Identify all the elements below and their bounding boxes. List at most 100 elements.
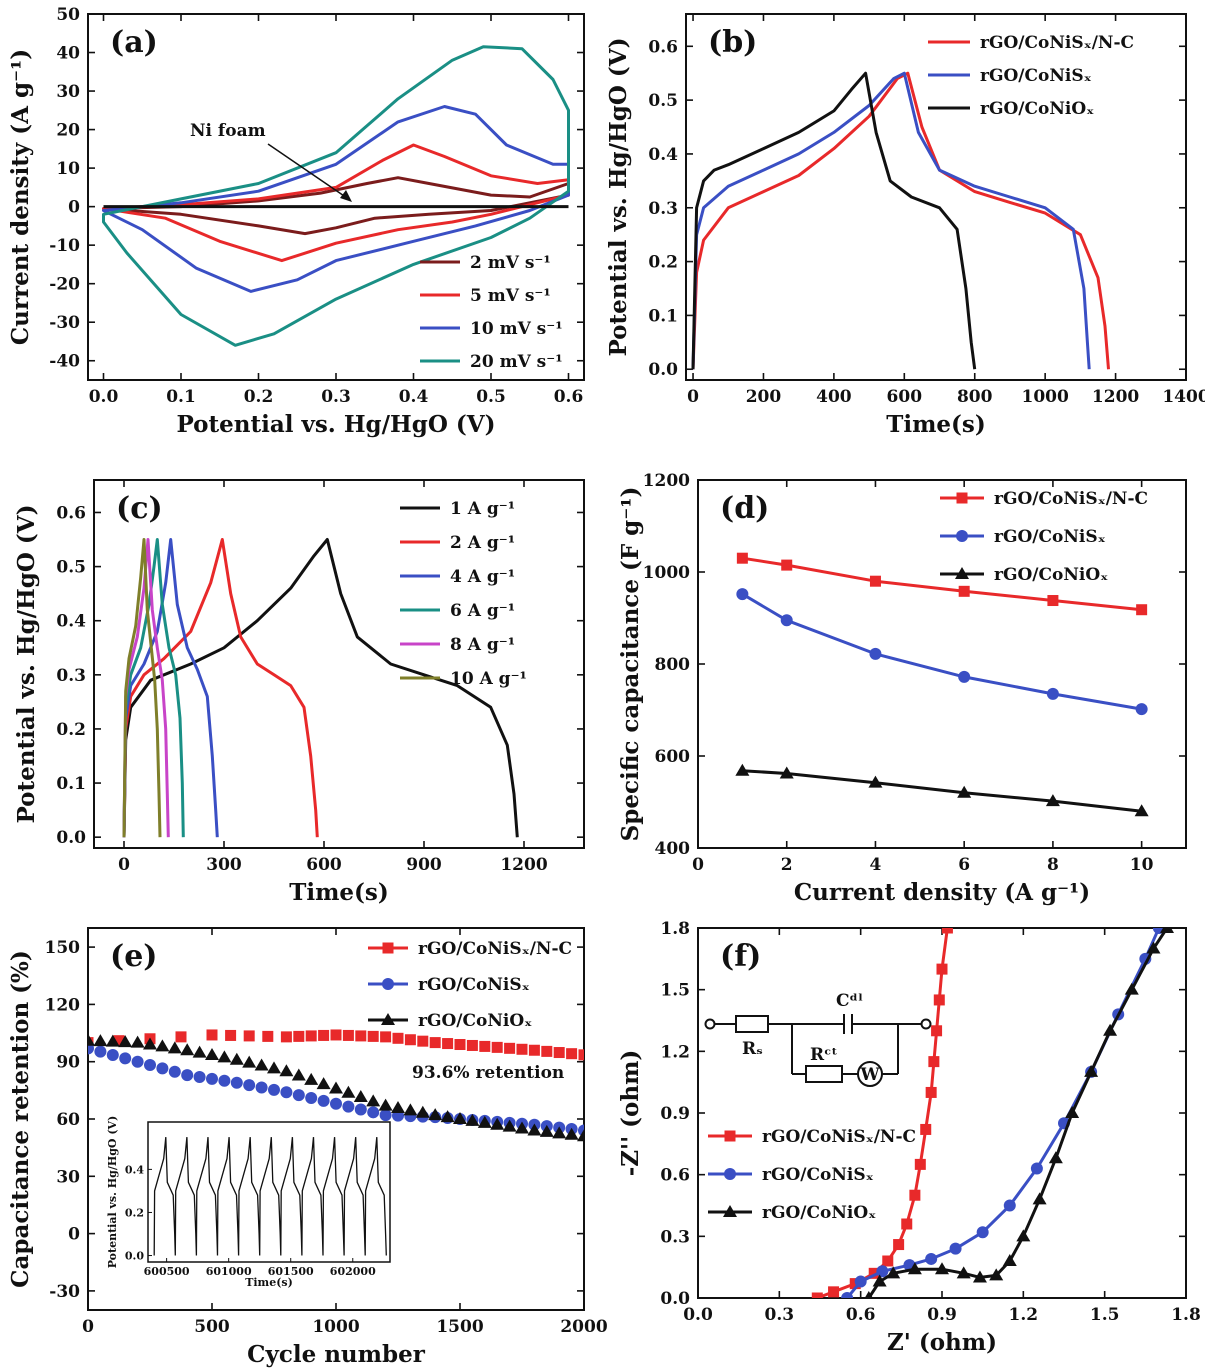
legend-label: rGO/CoNiOₓ — [994, 565, 1108, 585]
data-point — [564, 1127, 579, 1140]
series-4-a-g- — [122, 538, 219, 838]
y-tick-label: 30 — [56, 82, 80, 102]
y-tick-label: 0.6 — [660, 1166, 690, 1186]
x-tick-label: 1200 — [500, 855, 547, 875]
data-point — [293, 1030, 305, 1042]
data-point — [893, 1239, 905, 1251]
inset-x-tick: 602000 — [330, 1265, 376, 1278]
data-point — [989, 1268, 1004, 1281]
data-point — [920, 1123, 932, 1135]
data-point — [928, 1056, 940, 1068]
series-line — [122, 538, 319, 838]
series-1-a-g- — [122, 538, 519, 838]
data-point — [143, 1037, 157, 1050]
panel-b: 0 200 400 600 800 1000 1200 1400 0.0 0.1 0.2 0.3 0.4… — [605, 13, 1205, 438]
legend-entry: 4 A g⁻¹ — [400, 567, 515, 587]
x-tick-label: 800 — [957, 387, 993, 407]
x-tick-label: 1200 — [1092, 387, 1139, 407]
data-point — [868, 775, 883, 788]
data-point — [379, 1109, 392, 1122]
series-line — [867, 928, 1169, 1298]
y-tick-label: 30 — [56, 1167, 80, 1187]
x-tick-label: 600 — [306, 855, 342, 875]
legend-entry: rGO/CoNiSₓ/N-C — [928, 33, 1134, 53]
data-point — [941, 928, 953, 934]
data-point — [936, 963, 948, 975]
panel-f: 0.0 0.3 0.6 0.9 1.2 1.5 1.8 0.0 0.3 0.6 0.9 1.2 1.5 1… — [617, 919, 1201, 1356]
series-line — [742, 556, 1142, 612]
legend-label: rGO/CoNiSₓ/N-C — [980, 33, 1134, 53]
data-point — [956, 530, 968, 542]
x-tick-label: 1.5 — [1090, 1305, 1120, 1325]
y-tick-label: 600 — [655, 747, 691, 767]
plot-frame — [93, 479, 585, 849]
x-tick-label: 1000 — [312, 1317, 359, 1337]
data-point — [131, 1055, 144, 1068]
x-tick-label: 0 — [692, 855, 704, 875]
y-tick-label: -20 — [49, 275, 80, 295]
data-point — [882, 1255, 894, 1267]
data-point — [736, 588, 749, 601]
data-point — [1065, 1106, 1080, 1118]
y-tick-label: 0.4 — [56, 612, 86, 632]
legend-entry: 5 mV s⁻¹ — [420, 286, 551, 306]
data-point — [354, 1103, 367, 1116]
series-line — [691, 71, 1091, 370]
y-tick-label: 0.3 — [660, 1227, 690, 1247]
data-point — [828, 1286, 840, 1298]
data-point — [909, 1189, 921, 1201]
data-point — [868, 1267, 880, 1279]
legend-label: rGO/CoNiSₓ/N-C — [762, 1127, 916, 1147]
data-point — [341, 1085, 356, 1098]
data-point — [403, 1103, 418, 1116]
data-point — [864, 1291, 873, 1298]
series-line — [691, 71, 1110, 370]
y-tick-label: 60 — [56, 1110, 80, 1130]
legend-entry: rGO/CoNiSₓ — [368, 975, 530, 995]
data-point — [1016, 1229, 1031, 1242]
data-point — [243, 1030, 255, 1042]
x-tick-label: 1400 — [1162, 387, 1205, 407]
data-point — [218, 1074, 231, 1087]
data-point — [404, 1034, 416, 1046]
y-tick-label: 0 — [68, 198, 80, 218]
data-point — [105, 1034, 120, 1047]
y-tick-label: 0.0 — [660, 1289, 690, 1309]
legend-label: rGO/CoNiSₓ — [418, 975, 530, 995]
data-point — [429, 1037, 441, 1049]
series-group — [735, 552, 1149, 817]
data-point — [566, 1048, 578, 1060]
data-point — [381, 1013, 395, 1025]
y-tick-label: 0.1 — [648, 306, 678, 326]
resistor-rct — [805, 1065, 843, 1083]
data-point — [305, 1091, 318, 1104]
legend-label: rGO/CoNiOₓ — [980, 99, 1094, 119]
data-point — [1048, 1151, 1063, 1164]
x-tick-label: 1500 — [436, 1317, 483, 1337]
data-point — [841, 1292, 854, 1298]
legend-label: rGO/CoNiSₓ — [762, 1165, 874, 1185]
legend-label: rGO/CoNiOₓ — [418, 1011, 532, 1031]
series-group — [811, 928, 1175, 1298]
data-point — [958, 585, 970, 597]
panel-label: (a) — [110, 25, 158, 60]
series-line — [122, 538, 219, 838]
legend-entry: 1 A g⁻¹ — [400, 499, 515, 519]
legend-entry: 10 mV s⁻¹ — [420, 319, 563, 339]
data-point — [292, 1089, 305, 1102]
data-point — [552, 1126, 567, 1139]
x-axis-label: Current density (A g⁻¹) — [794, 879, 1090, 906]
series-rgo-conis-n-c — [88, 1029, 584, 1061]
data-point — [872, 1274, 887, 1287]
legend-entry: rGO/CoNiOₓ — [940, 565, 1108, 585]
data-point — [380, 1031, 392, 1043]
data-point — [956, 492, 968, 504]
series-6-a-g- — [122, 538, 185, 838]
data-point — [366, 1094, 381, 1107]
panel-label: (b) — [708, 25, 757, 60]
data-point — [1135, 703, 1148, 716]
data-point — [876, 1265, 889, 1278]
equivalent-circuit: Cᵈˡ Rₛ Rᶜᵗ W — [704, 991, 932, 1087]
annotation-arrow — [267, 143, 351, 201]
x-tick-label: 900 — [406, 855, 442, 875]
